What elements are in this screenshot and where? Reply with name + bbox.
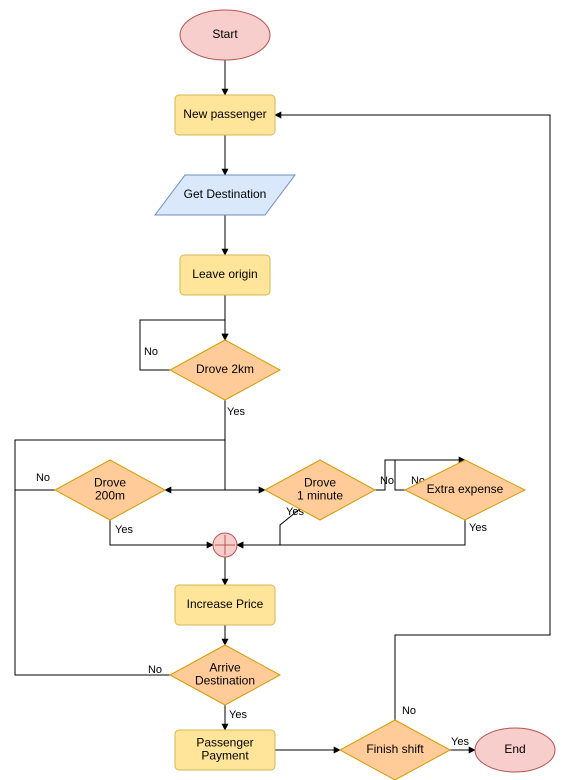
edge — [275, 115, 550, 720]
node-label: Payment — [201, 749, 249, 763]
flowchart-canvas: NoYesNoNoNoYesYesYesNoYesYesNoStartNew p… — [0, 0, 572, 780]
edge-label: Yes — [469, 522, 487, 534]
node-label: Drove — [304, 476, 336, 490]
nodes-layer: Start New passenger Get Destination Leave o… — [55, 10, 555, 780]
edge-label: No — [36, 472, 50, 484]
edges-layer: NoYesNoNoNoYesYesYesNoYesYesNo — [15, 60, 550, 750]
node-label: 200m — [95, 489, 125, 503]
node-label: Drove — [94, 476, 126, 490]
edge — [395, 460, 405, 490]
edge-label: Yes — [451, 736, 469, 748]
node-label: End — [504, 742, 525, 756]
edge-label: No — [402, 705, 416, 717]
edge-label: No — [380, 475, 394, 487]
node-label: Start — [212, 27, 238, 41]
node-label: Finish shift — [366, 742, 424, 756]
edge — [15, 490, 170, 675]
edge-label: Yes — [115, 524, 133, 536]
node-label: Passenger — [196, 736, 253, 750]
edge-label: Yes — [229, 709, 247, 721]
node-label: 1 minute — [297, 489, 343, 503]
node-label: Arrive — [209, 661, 241, 675]
edge-label: No — [148, 664, 162, 676]
node-label: Leave origin — [192, 267, 257, 281]
node-label: Drove 2km — [196, 362, 254, 376]
edge — [237, 520, 465, 545]
node-label: New passenger — [183, 107, 266, 121]
edge-label: No — [144, 346, 158, 358]
edge-label: Yes — [227, 406, 245, 418]
node-label: Increase Price — [187, 597, 264, 611]
node-label: Destination — [195, 674, 255, 688]
node-label: Get Destination — [184, 187, 267, 201]
node-label: Extra expense — [427, 482, 504, 496]
